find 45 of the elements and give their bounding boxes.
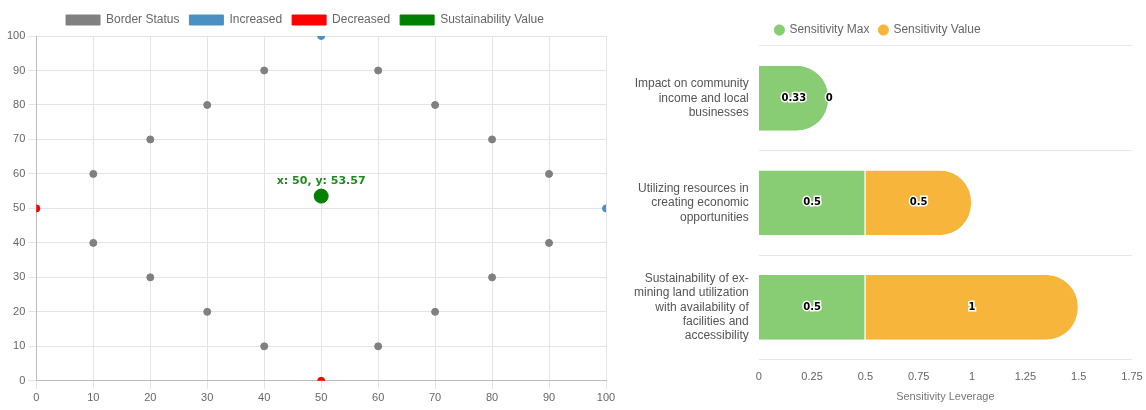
legend-label: Border Status [106,12,180,27]
x-tick-label: 20 [144,391,157,404]
data-label: 0.5 [803,196,821,208]
y-tick-label: 30 [13,270,26,283]
x-tick-label: 1.25 [1014,370,1037,383]
y-tick-label: 10 [13,339,26,352]
legend-label: Sustainability Value [440,12,545,27]
y-tick-label: 20 [13,304,26,317]
y-tick-label: Sustainability of ex-mining land utilization with availability of facilities and accessibility [634,270,750,343]
data-label: 0.33 [781,91,807,103]
y-tick-label: Impact on community income and local businesses [634,76,749,119]
data-label: 0.5 [803,300,821,312]
y-tick-label: 90 [13,63,26,76]
legend-label: Decreased [332,12,391,27]
x-tick-label: 1 [968,370,976,383]
x-tick-label: 40 [258,391,271,404]
x-tick-label: 1.75 [1121,370,1143,383]
legend-label: Sensitivity Value [893,22,981,37]
x-axis-title: Sensitivity Leverage [896,390,995,403]
x-tick-label: 0.75 [907,370,930,383]
y-tick-label: 100 [6,29,26,42]
x-tick-label: 50 [315,391,328,404]
x-tick-label: 0.5 [857,370,874,383]
y-tick-label: 70 [13,132,26,145]
x-tick-label: 70 [428,391,442,404]
x-tick-label: 100 [596,391,616,404]
y-tick-label: 80 [13,97,26,110]
legend-label: Increased [229,12,283,27]
y-tick-label: 50 [13,201,26,214]
x-tick-label: 60 [372,391,385,404]
x-tick-label: 1.5 [1071,370,1087,383]
data-label: 0.5 [909,196,928,208]
x-tick-label: 0 [33,391,40,404]
data-label: 1 [968,300,976,312]
x-tick-label: 80 [485,391,499,404]
x-tick-label: 10 [87,391,100,404]
legend-label: Sensitivity Max [789,22,870,37]
x-tick-label: 30 [201,391,214,404]
y-tick-label: 60 [13,166,26,179]
y-tick-label: Utilizing resources in creating economic opportunities [638,180,749,224]
annotation: x: 50, y: 53.57 [276,174,366,188]
x-tick-label: 0 [755,370,762,383]
x-tick-label: 90 [542,391,556,404]
x-tick-label: 0.25 [801,370,823,383]
y-tick-label: 40 [13,235,26,248]
